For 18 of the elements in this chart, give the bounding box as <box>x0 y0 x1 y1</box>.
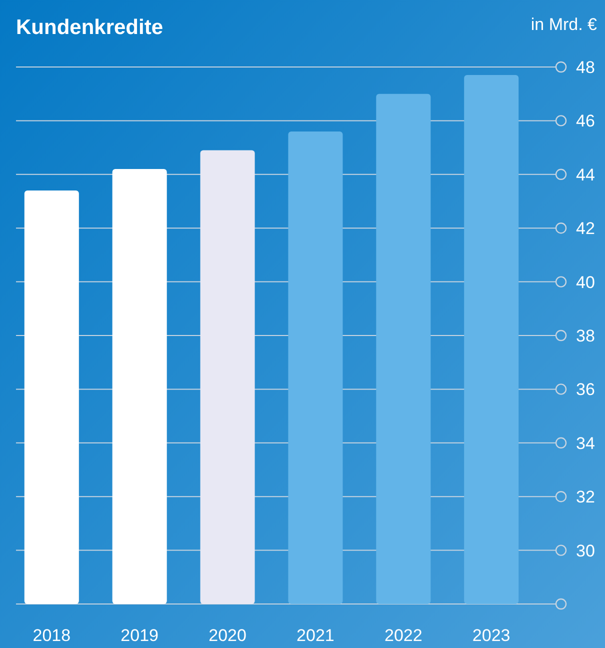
y-tick-label: 42 <box>576 219 595 238</box>
y-tick-label: 34 <box>576 434 595 453</box>
y-tick-label: 30 <box>576 541 595 560</box>
y-axis-title: in Mrd. € <box>530 15 598 34</box>
y-tick-label: 32 <box>576 488 595 507</box>
x-tick-label: 2023 <box>472 626 510 645</box>
x-tick-label: 2019 <box>120 626 159 645</box>
x-tick-label: 2020 <box>208 626 246 645</box>
y-tick-label: 48 <box>576 58 595 77</box>
y-tick-label: 38 <box>576 326 595 346</box>
x-tick-label: 2022 <box>384 626 422 645</box>
y-tick-label: 46 <box>576 112 595 131</box>
y-tick-label: 44 <box>576 165 595 184</box>
y-tick-label: 36 <box>576 380 595 400</box>
x-tick-label: 2018 <box>32 626 71 645</box>
chart-title: Kundenkredite <box>16 16 164 39</box>
x-tick-label: 2021 <box>296 626 334 645</box>
y-tick-label: 40 <box>576 272 595 292</box>
